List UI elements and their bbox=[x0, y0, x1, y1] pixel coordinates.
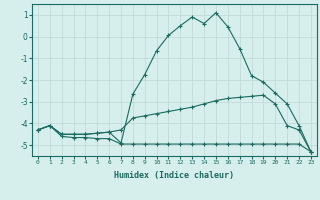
X-axis label: Humidex (Indice chaleur): Humidex (Indice chaleur) bbox=[115, 171, 234, 180]
